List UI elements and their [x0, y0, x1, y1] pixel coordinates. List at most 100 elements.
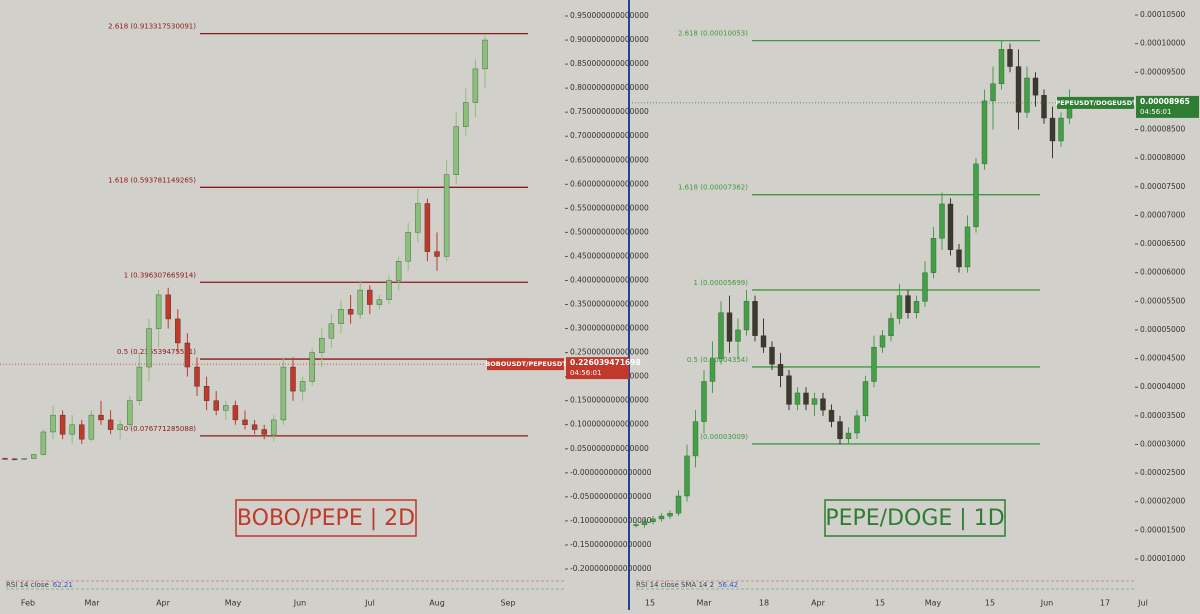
candle-body	[777, 364, 784, 376]
x-tick-label: Jul	[364, 599, 375, 608]
y-tick-label: 0.400000000000000	[570, 275, 649, 284]
candle-body	[837, 421, 843, 439]
candle-body	[684, 455, 690, 497]
y-tick-label: 0.00001500	[1140, 525, 1186, 534]
y-tick-label: 0.550000000000000	[570, 203, 649, 212]
y-tick-label: 0.00009500	[1140, 67, 1186, 76]
candle-body	[633, 524, 639, 526]
candle-body	[930, 238, 937, 273]
candle-body	[136, 366, 143, 401]
fib-label: 2.618 (0.00010053)	[678, 30, 748, 38]
x-tick-label: Mar	[84, 599, 100, 608]
y-tick-label: 0.350000000000000	[570, 300, 649, 309]
y-tick-label: 0.00007000	[1140, 210, 1186, 219]
candle-body	[69, 424, 75, 435]
indicator-label: RSI 14 close 62.21	[6, 581, 73, 589]
candle-body	[155, 294, 162, 329]
fib-label: 2.618 (0.913317530091)	[108, 23, 196, 31]
y-tick-label: 0.00007500	[1140, 182, 1186, 191]
y-tick-label: 0.00004000	[1140, 382, 1186, 391]
candle-body	[1041, 94, 1047, 119]
candle-body	[443, 174, 450, 257]
candle-body	[650, 518, 656, 522]
candle-body	[743, 301, 750, 331]
last-price: 0.226039471698	[570, 358, 641, 367]
candle-body	[2, 458, 8, 460]
candle-body	[367, 289, 373, 305]
candle-body	[232, 405, 239, 421]
candle-body	[692, 421, 699, 457]
y-tick-label: 0.650000000000000	[570, 155, 649, 164]
candle-body	[357, 289, 363, 315]
candle-body	[299, 381, 306, 392]
candle-body	[973, 163, 979, 228]
candle-body	[956, 249, 962, 268]
candle-body	[11, 458, 18, 461]
candle-body	[127, 400, 133, 425]
y-tick-label: 0.00005000	[1140, 325, 1186, 334]
y-tick-label: -0.200000000000000	[570, 564, 652, 573]
candle-body	[31, 454, 37, 459]
candle-body	[862, 381, 869, 417]
candle-body	[386, 280, 392, 300]
y-tick-label: -0.050000000000000	[570, 492, 652, 501]
y-tick-label: 0.300000000000000	[570, 324, 649, 333]
candle-body	[395, 261, 402, 281]
candle-body	[913, 301, 920, 313]
candle-body	[752, 301, 758, 336]
candle-body	[184, 342, 191, 368]
y-tick-label: 0.750000000000000	[570, 107, 649, 116]
candle-body	[117, 424, 123, 430]
symbol-tag	[487, 358, 564, 371]
candle-body	[760, 335, 767, 348]
candle-body	[939, 203, 945, 239]
y-tick-label: 0.00005500	[1140, 296, 1186, 305]
x-tick-label: Jun	[1040, 599, 1054, 608]
candle-body	[735, 329, 741, 342]
indicator-value: 62.21	[53, 581, 73, 589]
watermark: PEPE/DOGE | 1D	[825, 506, 1004, 531]
x-tick-label: 15	[645, 599, 655, 608]
candle-body	[146, 328, 152, 368]
candle-body	[347, 309, 354, 315]
candle-body	[319, 337, 325, 353]
candle-body	[271, 419, 277, 435]
indicator-value: 56.42	[718, 581, 738, 589]
candle-body	[701, 381, 707, 422]
candle-body	[922, 272, 928, 302]
candle-body	[328, 323, 335, 339]
indicator-label: RSI 14 close SMA 14 2 56.42	[636, 581, 738, 589]
candle-body	[1049, 117, 1056, 142]
candle-body	[845, 432, 852, 439]
y-tick-label: 0.900000000000000	[570, 35, 649, 44]
candle-body	[879, 335, 886, 348]
candle-body	[726, 312, 733, 342]
fib-label: 0 (0.076771285088)	[124, 425, 197, 433]
candle-body	[79, 424, 85, 440]
countdown: 04:56:01	[1140, 108, 1171, 116]
candle-body	[203, 386, 210, 401]
x-tick-label: 15	[985, 599, 995, 608]
x-tick-label: Jun	[293, 599, 307, 608]
candle-body	[242, 419, 248, 425]
y-tick-label: 0.00008000	[1140, 153, 1186, 162]
y-tick-label: 0.250000000000000	[570, 348, 649, 357]
symbol-label: PEPEUSDT/DOGEUSDT	[1055, 99, 1137, 107]
candle-body	[463, 102, 469, 127]
candle-body	[947, 203, 954, 250]
y-tick-label: 0.00006000	[1140, 268, 1186, 277]
y-tick-label: 0.00010000	[1140, 39, 1186, 48]
candle-body	[709, 358, 716, 382]
y-tick-label: 0.600000000000000	[570, 179, 649, 188]
y-tick-label: 0.800000000000000	[570, 83, 649, 92]
candle-body	[964, 226, 971, 268]
candle-body	[405, 232, 411, 262]
candle-body	[854, 415, 860, 434]
y-tick-label: 0.850000000000000	[570, 59, 649, 68]
watermark: BOBO/PEPE | 2D	[237, 506, 415, 531]
x-tick-label: Sep	[500, 599, 515, 608]
countdown: 04:56:01	[570, 369, 601, 377]
candle-body	[675, 495, 682, 514]
fib-label: 0.5 (0.00004354)	[687, 356, 748, 364]
